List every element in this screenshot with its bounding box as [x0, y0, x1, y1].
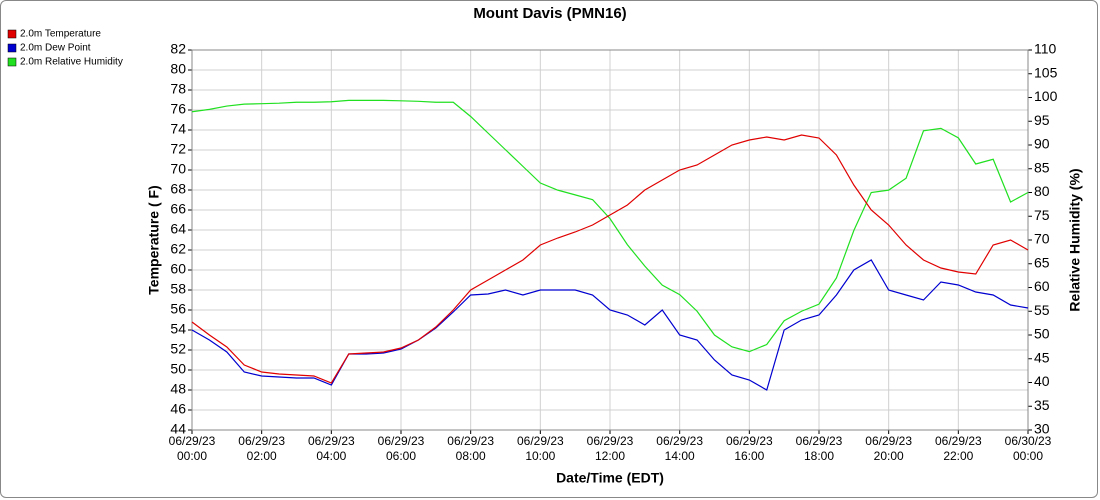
x-tick-label: 18:00 [804, 449, 834, 463]
y-tick-label: 70 [170, 161, 186, 177]
y-tick-label: 62 [170, 241, 186, 257]
x-tick-label: 22:00 [943, 449, 973, 463]
x-tick-label: 06/29/23 [169, 434, 216, 448]
x-tick-label: 06/29/23 [935, 434, 982, 448]
y-tick-label: 74 [170, 121, 186, 137]
x-tick-label: 00:00 [177, 449, 207, 463]
y2-tick-label: 35 [1034, 397, 1050, 413]
y-tick-label: 76 [170, 101, 186, 117]
x-tick-label: 10:00 [525, 449, 555, 463]
plot-border [191, 49, 1029, 431]
y-tick-label: 78 [170, 81, 186, 97]
y-tick-label: 66 [170, 201, 186, 217]
x-tick-label: 06:00 [386, 449, 416, 463]
y-tick-label: 44 [170, 421, 186, 437]
series-line [191, 134, 1029, 384]
y-tick-label: 54 [170, 321, 186, 337]
x-tick-label: 12:00 [595, 449, 625, 463]
x-tick-label: 06/29/23 [308, 434, 355, 448]
legend-label: 2.0m Dew Point [20, 43, 91, 54]
y2-tick-label: 75 [1034, 207, 1050, 223]
y2-axis-label: Relative Humidity (%) [1067, 168, 1083, 311]
x-axis-label: Date/Time (EDT) [556, 470, 664, 486]
y-tick-label: 60 [170, 261, 186, 277]
x-tick-label: 06/29/23 [796, 434, 843, 448]
y2-tick-label: 40 [1034, 373, 1050, 389]
x-tick-label: 02:00 [247, 449, 277, 463]
y2-tick-label: 90 [1034, 136, 1050, 152]
x-tick-label: 14:00 [665, 449, 695, 463]
x-tick-label: 06/29/23 [517, 434, 564, 448]
x-tick-label: 20:00 [874, 449, 904, 463]
y2-tick-label: 85 [1034, 159, 1050, 175]
x-tick-label: 06/29/23 [447, 434, 494, 448]
y2-tick-label: 30 [1034, 421, 1050, 437]
y-tick-label: 58 [170, 281, 186, 297]
y-tick-label: 52 [170, 341, 186, 357]
y2-tick-label: 60 [1034, 278, 1050, 294]
y-tick-label: 68 [170, 181, 186, 197]
x-tick-label: 06/29/23 [656, 434, 703, 448]
x-tick-label: 06/29/23 [865, 434, 912, 448]
legend-swatch [7, 43, 17, 53]
y-axis-label: Temperature ( F) [146, 185, 162, 294]
y-tick-label: 56 [170, 301, 186, 317]
y2-tick-label: 110 [1034, 41, 1057, 57]
y2-tick-label: 70 [1034, 231, 1050, 247]
x-tick-label: 16:00 [734, 449, 764, 463]
x-tick-label: 08:00 [456, 449, 486, 463]
chart-title: Mount Davis (PMN16) [473, 5, 626, 22]
y-tick-label: 64 [170, 221, 186, 237]
x-tick-label: 06/29/23 [238, 434, 285, 448]
series-line [191, 99, 1029, 353]
x-tick-label: 06/29/23 [726, 434, 773, 448]
y2-tick-label: 95 [1034, 112, 1050, 128]
series-line [191, 259, 1029, 391]
legend-swatch [7, 29, 17, 39]
y-tick-label: 82 [170, 41, 186, 57]
y2-tick-label: 45 [1034, 349, 1050, 365]
y2-tick-label: 80 [1034, 183, 1050, 199]
x-tick-label: 06/30/23 [1005, 434, 1052, 448]
x-tick-label: 00:00 [1013, 449, 1043, 463]
y2-tick-label: 55 [1034, 302, 1050, 318]
y-tick-label: 46 [170, 401, 186, 417]
legend-label: 2.0m Temperature [20, 29, 101, 40]
y-tick-label: 50 [170, 361, 186, 377]
legend-swatch [7, 57, 17, 67]
y2-tick-label: 105 [1034, 64, 1058, 80]
x-tick-label: 06/29/23 [587, 434, 634, 448]
y2-tick-label: 50 [1034, 326, 1050, 342]
y-tick-label: 80 [170, 61, 186, 77]
y-tick-label: 48 [170, 381, 186, 397]
y2-tick-label: 100 [1034, 88, 1058, 104]
x-tick-label: 04:00 [316, 449, 346, 463]
legend-label: 2.0m Relative Humidity [20, 57, 123, 68]
y-tick-label: 72 [170, 141, 186, 157]
x-tick-label: 06/29/23 [378, 434, 425, 448]
y2-tick-label: 65 [1034, 254, 1050, 270]
